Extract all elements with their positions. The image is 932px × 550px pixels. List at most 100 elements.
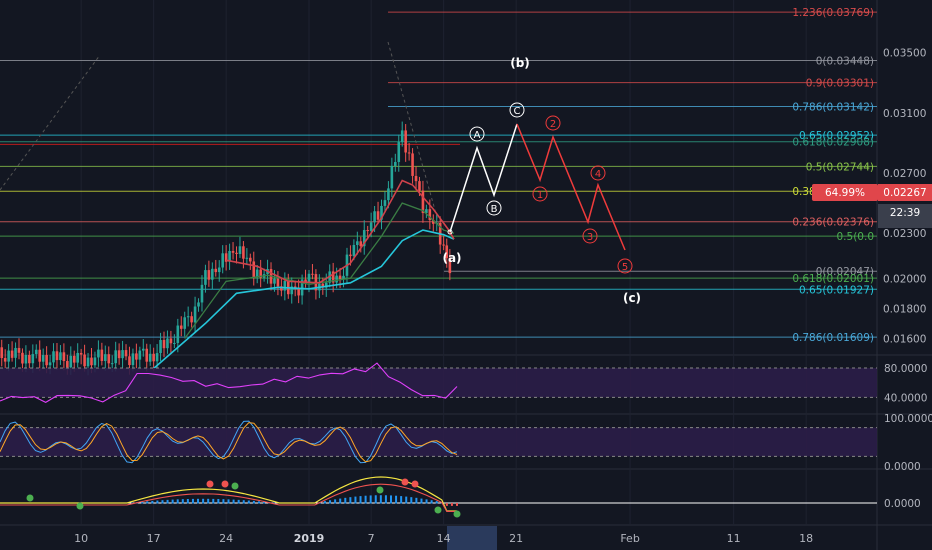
candle-body <box>110 363 114 365</box>
candle-body <box>362 230 366 247</box>
fib-level-label: 0(0.02047) <box>816 266 874 278</box>
wave-label: 4 <box>595 169 601 180</box>
candle-body <box>352 244 356 257</box>
candle-body <box>207 270 211 280</box>
macd-histogram-bar <box>227 499 230 504</box>
wave-label-circle <box>545 115 561 131</box>
macd-histogram-bar <box>263 501 266 504</box>
candle-body <box>228 250 231 262</box>
ma-fast-line <box>225 179 455 284</box>
candle-body <box>90 357 93 366</box>
macd-histogram-bar <box>323 501 326 504</box>
wave-label: 3 <box>587 232 593 243</box>
candle-body <box>138 350 142 360</box>
ma-green-line <box>184 202 455 339</box>
candle-body <box>55 351 59 361</box>
candle-body <box>411 153 414 176</box>
macd-histogram-bar <box>247 500 250 504</box>
candle-body <box>349 254 352 257</box>
candle-body <box>52 351 55 363</box>
trend-line <box>0 54 101 191</box>
candle-body <box>162 339 166 349</box>
rsi-band <box>0 368 877 398</box>
moving-averages <box>153 179 455 370</box>
candle-body <box>431 219 435 224</box>
candle-body <box>238 246 242 254</box>
wave-label-circle <box>532 186 548 202</box>
candle-body <box>121 350 124 359</box>
price-axis[interactable]: 0.03500 0.03100 0.02700 0.02300 0.02000 0.018… <box>883 48 926 346</box>
fib-level-label: 0.5(0.02744) <box>806 161 874 173</box>
candle-body <box>376 211 380 220</box>
candle-body <box>255 269 259 277</box>
ma-slow-line <box>153 229 455 370</box>
price-tags: 64.99% 0.02267 22:39 <box>812 184 932 228</box>
red-wave-path <box>516 123 626 251</box>
candle-body <box>72 355 76 363</box>
candle-body <box>400 130 404 143</box>
candle-body <box>204 270 207 285</box>
time-tick-label: 7 <box>368 532 375 545</box>
fib-level-label: 0.786(0.03142) <box>792 102 874 114</box>
elliott-wave-projection: A B C 1 2 3 4 5 (a) (b) (c) <box>442 56 641 305</box>
wave-label-c: (c) <box>623 291 641 305</box>
candle-body <box>0 347 4 359</box>
macd-histogram-bar <box>430 500 433 504</box>
candle-body <box>387 188 390 201</box>
time-tick-label: 10 <box>74 532 88 545</box>
fib-level-label: 0(0.03448) <box>816 55 874 67</box>
candle-body <box>28 354 31 364</box>
macd-histogram-bar <box>420 498 423 504</box>
candle-body <box>425 209 428 214</box>
price-tick-label: 0.01600 <box>883 333 926 345</box>
candle-body <box>41 355 45 362</box>
candle-body <box>383 200 387 206</box>
macd-histogram-bar <box>181 499 184 504</box>
candle-body <box>173 342 176 344</box>
percent-tag-label: 64.99% <box>825 187 865 199</box>
rsi-tick-label: 40.0000 <box>884 392 927 404</box>
price-tick-label: 0.02700 <box>883 168 926 180</box>
candle-body <box>152 353 155 362</box>
stoch-d-line <box>0 422 458 463</box>
macd-histogram-bar <box>456 503 458 506</box>
candle-body <box>217 267 221 273</box>
candle-body <box>100 349 104 361</box>
macd-cross-dot <box>411 480 419 488</box>
candle-body <box>107 354 111 364</box>
candle-body <box>34 349 38 355</box>
candle-body <box>197 302 200 307</box>
wave-label-circle <box>617 258 633 274</box>
candle-body <box>338 275 342 280</box>
candle-body <box>155 353 159 362</box>
candle-body <box>114 350 117 364</box>
macd-line <box>0 476 457 512</box>
candle-body <box>141 348 145 351</box>
candle-body <box>166 338 169 349</box>
price-tick-label: 0.02000 <box>883 273 926 285</box>
macd-histogram-bar <box>242 500 245 504</box>
candle-body <box>117 350 121 359</box>
fib-level-label: 0.5(0.0 <box>837 231 875 243</box>
last-price-label: 0.02267 <box>883 187 926 199</box>
macd-histogram-bar <box>359 496 362 504</box>
macd-histogram-bar <box>364 495 367 504</box>
white-wave-path <box>449 123 518 233</box>
candle-body <box>245 257 249 259</box>
wave-label-circle <box>509 102 525 118</box>
time-tick-label: Feb <box>620 532 639 545</box>
candle-body <box>159 339 162 354</box>
candle-body <box>211 268 214 280</box>
macd-histogram-bar <box>384 495 387 504</box>
time-axis[interactable]: 10 17 24 2019 7 14 21 Feb 11 18 <box>74 526 813 550</box>
candle-body <box>104 354 107 361</box>
macd-cross-dot <box>26 494 34 502</box>
candle-body <box>249 257 252 262</box>
price-tick-label: 0.01800 <box>883 303 926 315</box>
wave-label: A <box>474 130 481 141</box>
candle-body <box>300 279 304 296</box>
macd-histogram-bar <box>252 500 255 504</box>
candle-body <box>414 175 418 182</box>
candle-body <box>128 356 131 366</box>
